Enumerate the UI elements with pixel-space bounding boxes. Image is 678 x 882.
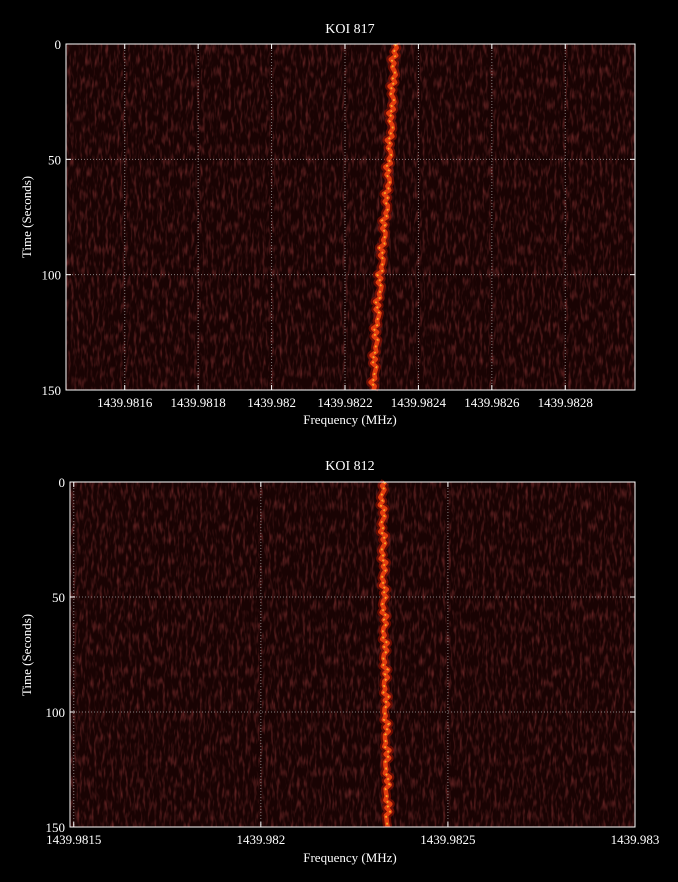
signal-trace-core (368, 43, 399, 391)
x-tick-label: 1439.9815 (46, 832, 101, 847)
y-tick-label: 50 (48, 152, 61, 167)
spectrogram-panel-koi-817: 1439.9816 1439.9818 1439.982 1439.9822 1439.… (19, 22, 636, 427)
x-tick-label: 1439.9822 (317, 395, 372, 410)
y-tick-label: 50 (52, 590, 65, 605)
x-tick-label: 1439.9826 (464, 395, 520, 410)
x-tick-label: 1439.9824 (391, 395, 447, 410)
x-tick-label: 1439.982 (236, 832, 285, 847)
x-tick-label: 1439.982 (247, 395, 296, 410)
y-tick-label: 150 (46, 820, 66, 835)
x-tick-label: 1439.9816 (97, 395, 153, 410)
plot-frame (65, 43, 636, 391)
x-ticks: 1439.9816 1439.9818 1439.982 1439.9822 1439.… (97, 44, 593, 410)
signal-trace-hotspots (378, 481, 392, 828)
chart-title: KOI 812 (325, 459, 374, 474)
x-tick-label: 1439.9818 (171, 395, 226, 410)
x-ticks: 1439.9815 1439.982 1439.9825 1439.983 (46, 482, 659, 847)
x-axis-label: Frequency (MHz) (303, 850, 397, 865)
chart-title: KOI 817 (325, 22, 374, 37)
x-tick-label: 1439.983 (611, 832, 660, 847)
y-ticks: 0 50 100 150 (42, 37, 635, 398)
x-axis-label: Frequency (MHz) (303, 412, 397, 427)
y-ticks: 0 50 100 150 (46, 475, 635, 835)
y-tick-label: 0 (55, 37, 62, 52)
x-tick-label: 1439.9828 (538, 395, 593, 410)
spectrogram-panel-koi-812: 1439.9815 1439.982 1439.9825 1439.983 0 50 10… (19, 459, 659, 865)
plot-frame (69, 481, 636, 828)
signal-trace (366, 42, 402, 392)
y-tick-label: 0 (59, 475, 66, 490)
noise-texture (70, 482, 635, 827)
y-tick-label: 100 (46, 705, 66, 720)
y-axis-label: Time (Seconds) (19, 176, 34, 258)
y-tick-label: 100 (42, 268, 62, 283)
signal-trace (375, 479, 395, 828)
x-tick-label: 1439.9825 (420, 832, 475, 847)
y-tick-label: 150 (42, 383, 62, 398)
noise-texture (66, 44, 635, 390)
y-axis-label: Time (Seconds) (19, 614, 34, 696)
